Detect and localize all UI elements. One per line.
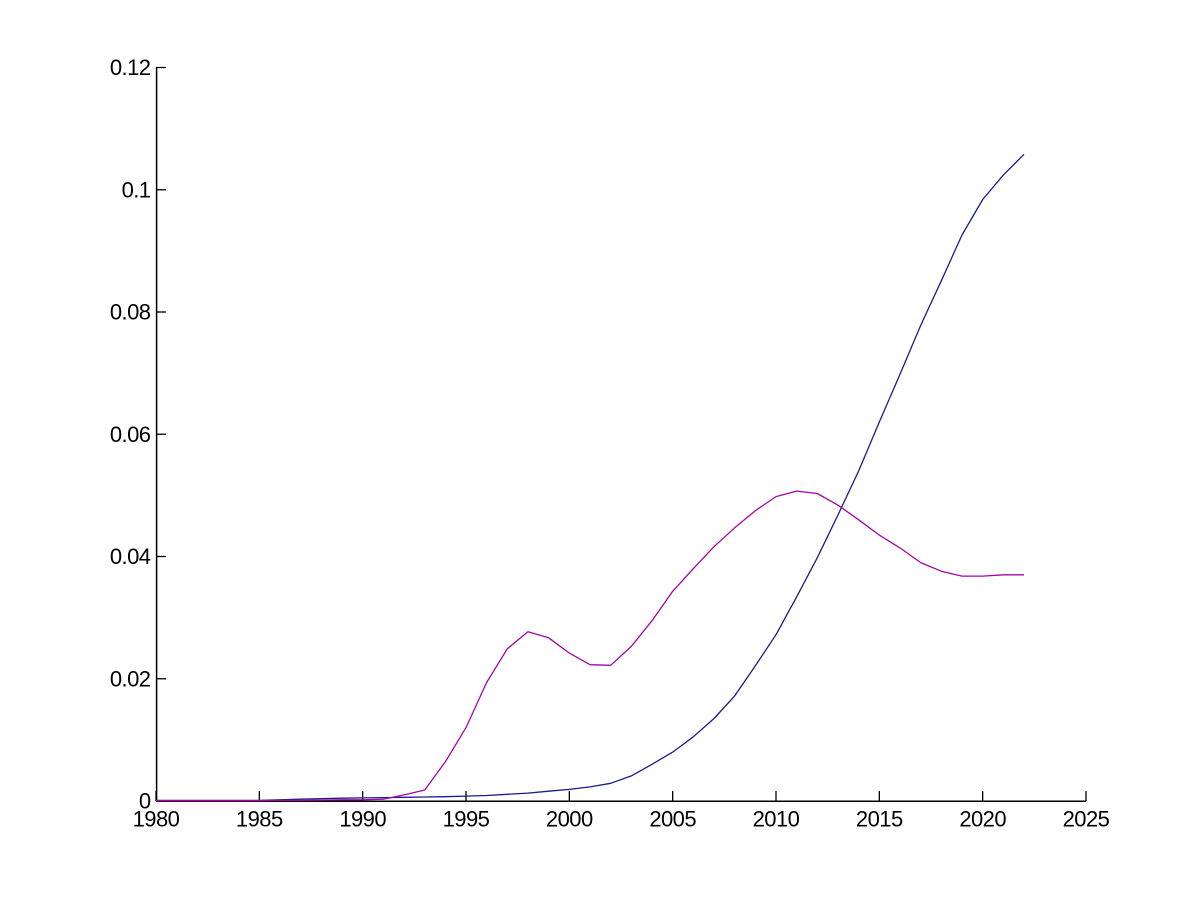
svg-text:2020: 2020 (959, 807, 1006, 832)
svg-text:0.04: 0.04 (110, 544, 151, 569)
svg-text:0: 0 (139, 789, 151, 814)
svg-text:2025: 2025 (1063, 807, 1110, 832)
svg-text:1990: 1990 (339, 807, 386, 832)
svg-text:2005: 2005 (649, 807, 696, 832)
svg-text:1995: 1995 (443, 807, 490, 832)
svg-text:1980: 1980 (133, 807, 180, 832)
svg-text:0.06: 0.06 (110, 422, 151, 447)
svg-text:2010: 2010 (753, 807, 800, 832)
svg-text:0.02: 0.02 (110, 666, 151, 691)
svg-text:2015: 2015 (856, 807, 903, 832)
svg-text:1985: 1985 (236, 807, 283, 832)
svg-text:0.08: 0.08 (110, 300, 151, 325)
svg-text:0.12: 0.12 (110, 55, 151, 80)
svg-text:0.1: 0.1 (122, 177, 151, 202)
svg-text:2000: 2000 (546, 807, 593, 832)
